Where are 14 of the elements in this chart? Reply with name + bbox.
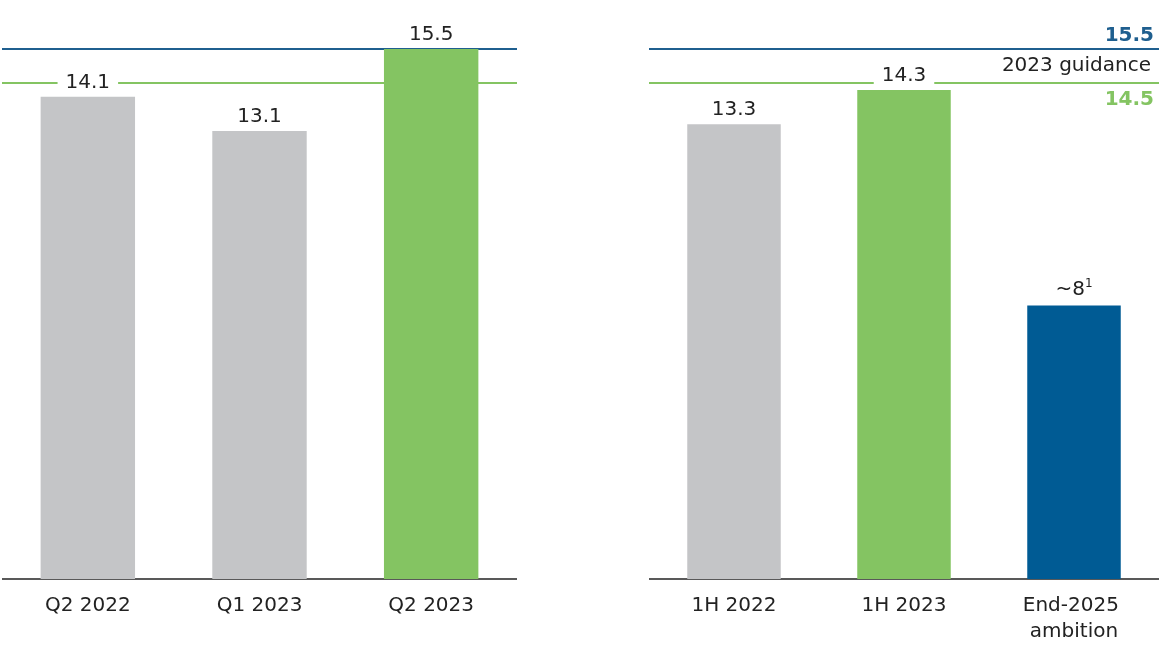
ref-line-label: 14.5 <box>1104 86 1154 111</box>
data-label: 14.1 <box>65 68 111 93</box>
x-tick-label: Q2 2023 <box>388 592 475 616</box>
data-label: 15.5 <box>408 21 454 45</box>
annotation: 2023 guidance <box>1001 52 1152 76</box>
x-tick-label: Q1 2023 <box>216 592 303 616</box>
x-tick-label: 1H 2023 <box>861 592 947 616</box>
data-label: 13.3 <box>711 96 757 121</box>
data-label: 14.3 <box>881 62 927 87</box>
ref-line-label: 15.5 <box>1104 22 1154 46</box>
x-tick-label: End-2025 ambition <box>1022 592 1126 642</box>
x-tick-label: 1H 2022 <box>691 592 777 616</box>
data-label: 13.1 <box>237 103 282 128</box>
x-tick-label: Q2 2022 <box>44 592 131 616</box>
